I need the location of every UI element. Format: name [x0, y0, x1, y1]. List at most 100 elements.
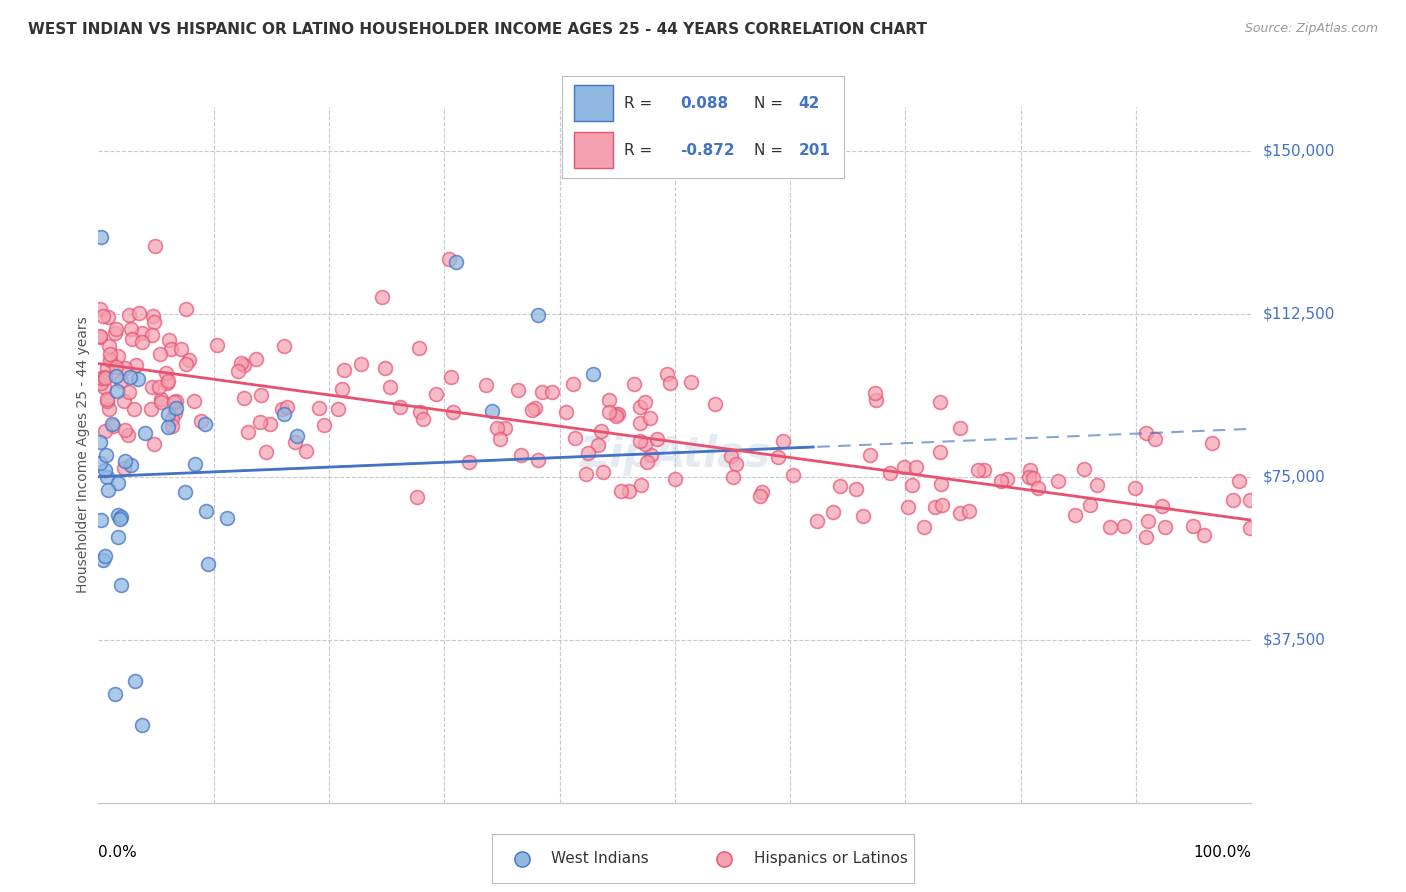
Point: [1143, 432, 1166, 446]
Point: [250, 387, 273, 401]
FancyBboxPatch shape: [574, 85, 613, 121]
Text: ZipAtlas: ZipAtlas: [579, 434, 770, 476]
Point: [524, 401, 547, 416]
Point: [640, 448, 662, 462]
Point: [112, 393, 135, 408]
Point: [131, 717, 153, 731]
Point: [591, 424, 613, 438]
Point: [143, 239, 166, 253]
Point: [120, 458, 142, 473]
Point: [865, 392, 887, 407]
Point: [957, 504, 980, 518]
Point: [157, 333, 180, 347]
Point: [104, 359, 127, 374]
Point: [506, 383, 529, 397]
Point: [425, 387, 447, 401]
Point: [782, 468, 804, 483]
Point: [124, 674, 146, 689]
Point: [973, 463, 995, 477]
Point: [165, 406, 187, 420]
Point: [273, 408, 295, 422]
Point: [96, 392, 118, 407]
Point: [160, 412, 183, 426]
Point: [592, 466, 614, 480]
Text: R =: R =: [624, 95, 652, 111]
Point: [617, 483, 640, 498]
Point: [564, 431, 586, 445]
Point: [101, 418, 124, 433]
Point: [125, 358, 148, 372]
Point: [97, 483, 120, 498]
Point: [89, 301, 111, 316]
Point: [110, 578, 132, 592]
Point: [929, 477, 952, 491]
Point: [91, 552, 114, 566]
Point: [245, 352, 267, 367]
FancyBboxPatch shape: [574, 132, 613, 168]
Point: [1135, 425, 1157, 440]
Point: [94, 549, 117, 564]
Point: [645, 432, 668, 446]
Point: [412, 412, 434, 426]
Point: [112, 461, 135, 475]
Point: [1239, 521, 1261, 535]
Point: [94, 425, 117, 439]
Point: [107, 349, 129, 363]
Point: [156, 407, 179, 421]
Point: [1019, 463, 1042, 477]
Point: [249, 415, 271, 429]
Point: [486, 421, 509, 435]
Point: [1022, 471, 1045, 485]
Point: [94, 371, 117, 385]
Point: [1085, 478, 1108, 492]
Point: [605, 407, 627, 421]
Point: [195, 504, 218, 518]
Point: [141, 328, 163, 343]
Point: [606, 407, 628, 421]
Point: [859, 448, 882, 462]
Point: [273, 338, 295, 352]
Point: [93, 380, 115, 394]
Text: -0.872: -0.872: [681, 143, 735, 158]
Point: [457, 455, 479, 469]
Point: [156, 420, 179, 434]
Point: [446, 254, 468, 268]
Point: [605, 409, 627, 423]
Text: 100.0%: 100.0%: [1194, 845, 1251, 860]
Point: [284, 434, 307, 449]
Point: [114, 454, 136, 468]
Point: [374, 360, 396, 375]
Point: [110, 509, 132, 524]
Point: [89, 330, 111, 344]
Point: [98, 353, 121, 368]
Point: [160, 418, 183, 433]
Point: [197, 557, 219, 571]
Point: [582, 367, 605, 381]
Point: [127, 371, 149, 385]
Point: [333, 362, 356, 376]
Point: [489, 432, 512, 446]
Point: [150, 392, 173, 406]
Point: [1135, 530, 1157, 544]
Point: [107, 530, 129, 544]
Point: [89, 434, 111, 449]
Point: [852, 508, 875, 523]
Point: [720, 449, 742, 463]
Point: [879, 467, 901, 481]
Point: [143, 315, 166, 329]
Point: [766, 450, 789, 465]
Point: [628, 434, 651, 448]
Point: [165, 393, 187, 408]
Point: [441, 405, 464, 419]
Point: [1123, 481, 1146, 495]
Point: [679, 376, 702, 390]
Point: [114, 361, 136, 376]
Point: [967, 463, 990, 477]
Point: [406, 490, 429, 504]
Point: [173, 484, 195, 499]
Point: [555, 405, 578, 419]
Point: [96, 394, 118, 409]
Point: [531, 385, 554, 400]
Point: [704, 397, 727, 411]
Point: [900, 478, 922, 492]
